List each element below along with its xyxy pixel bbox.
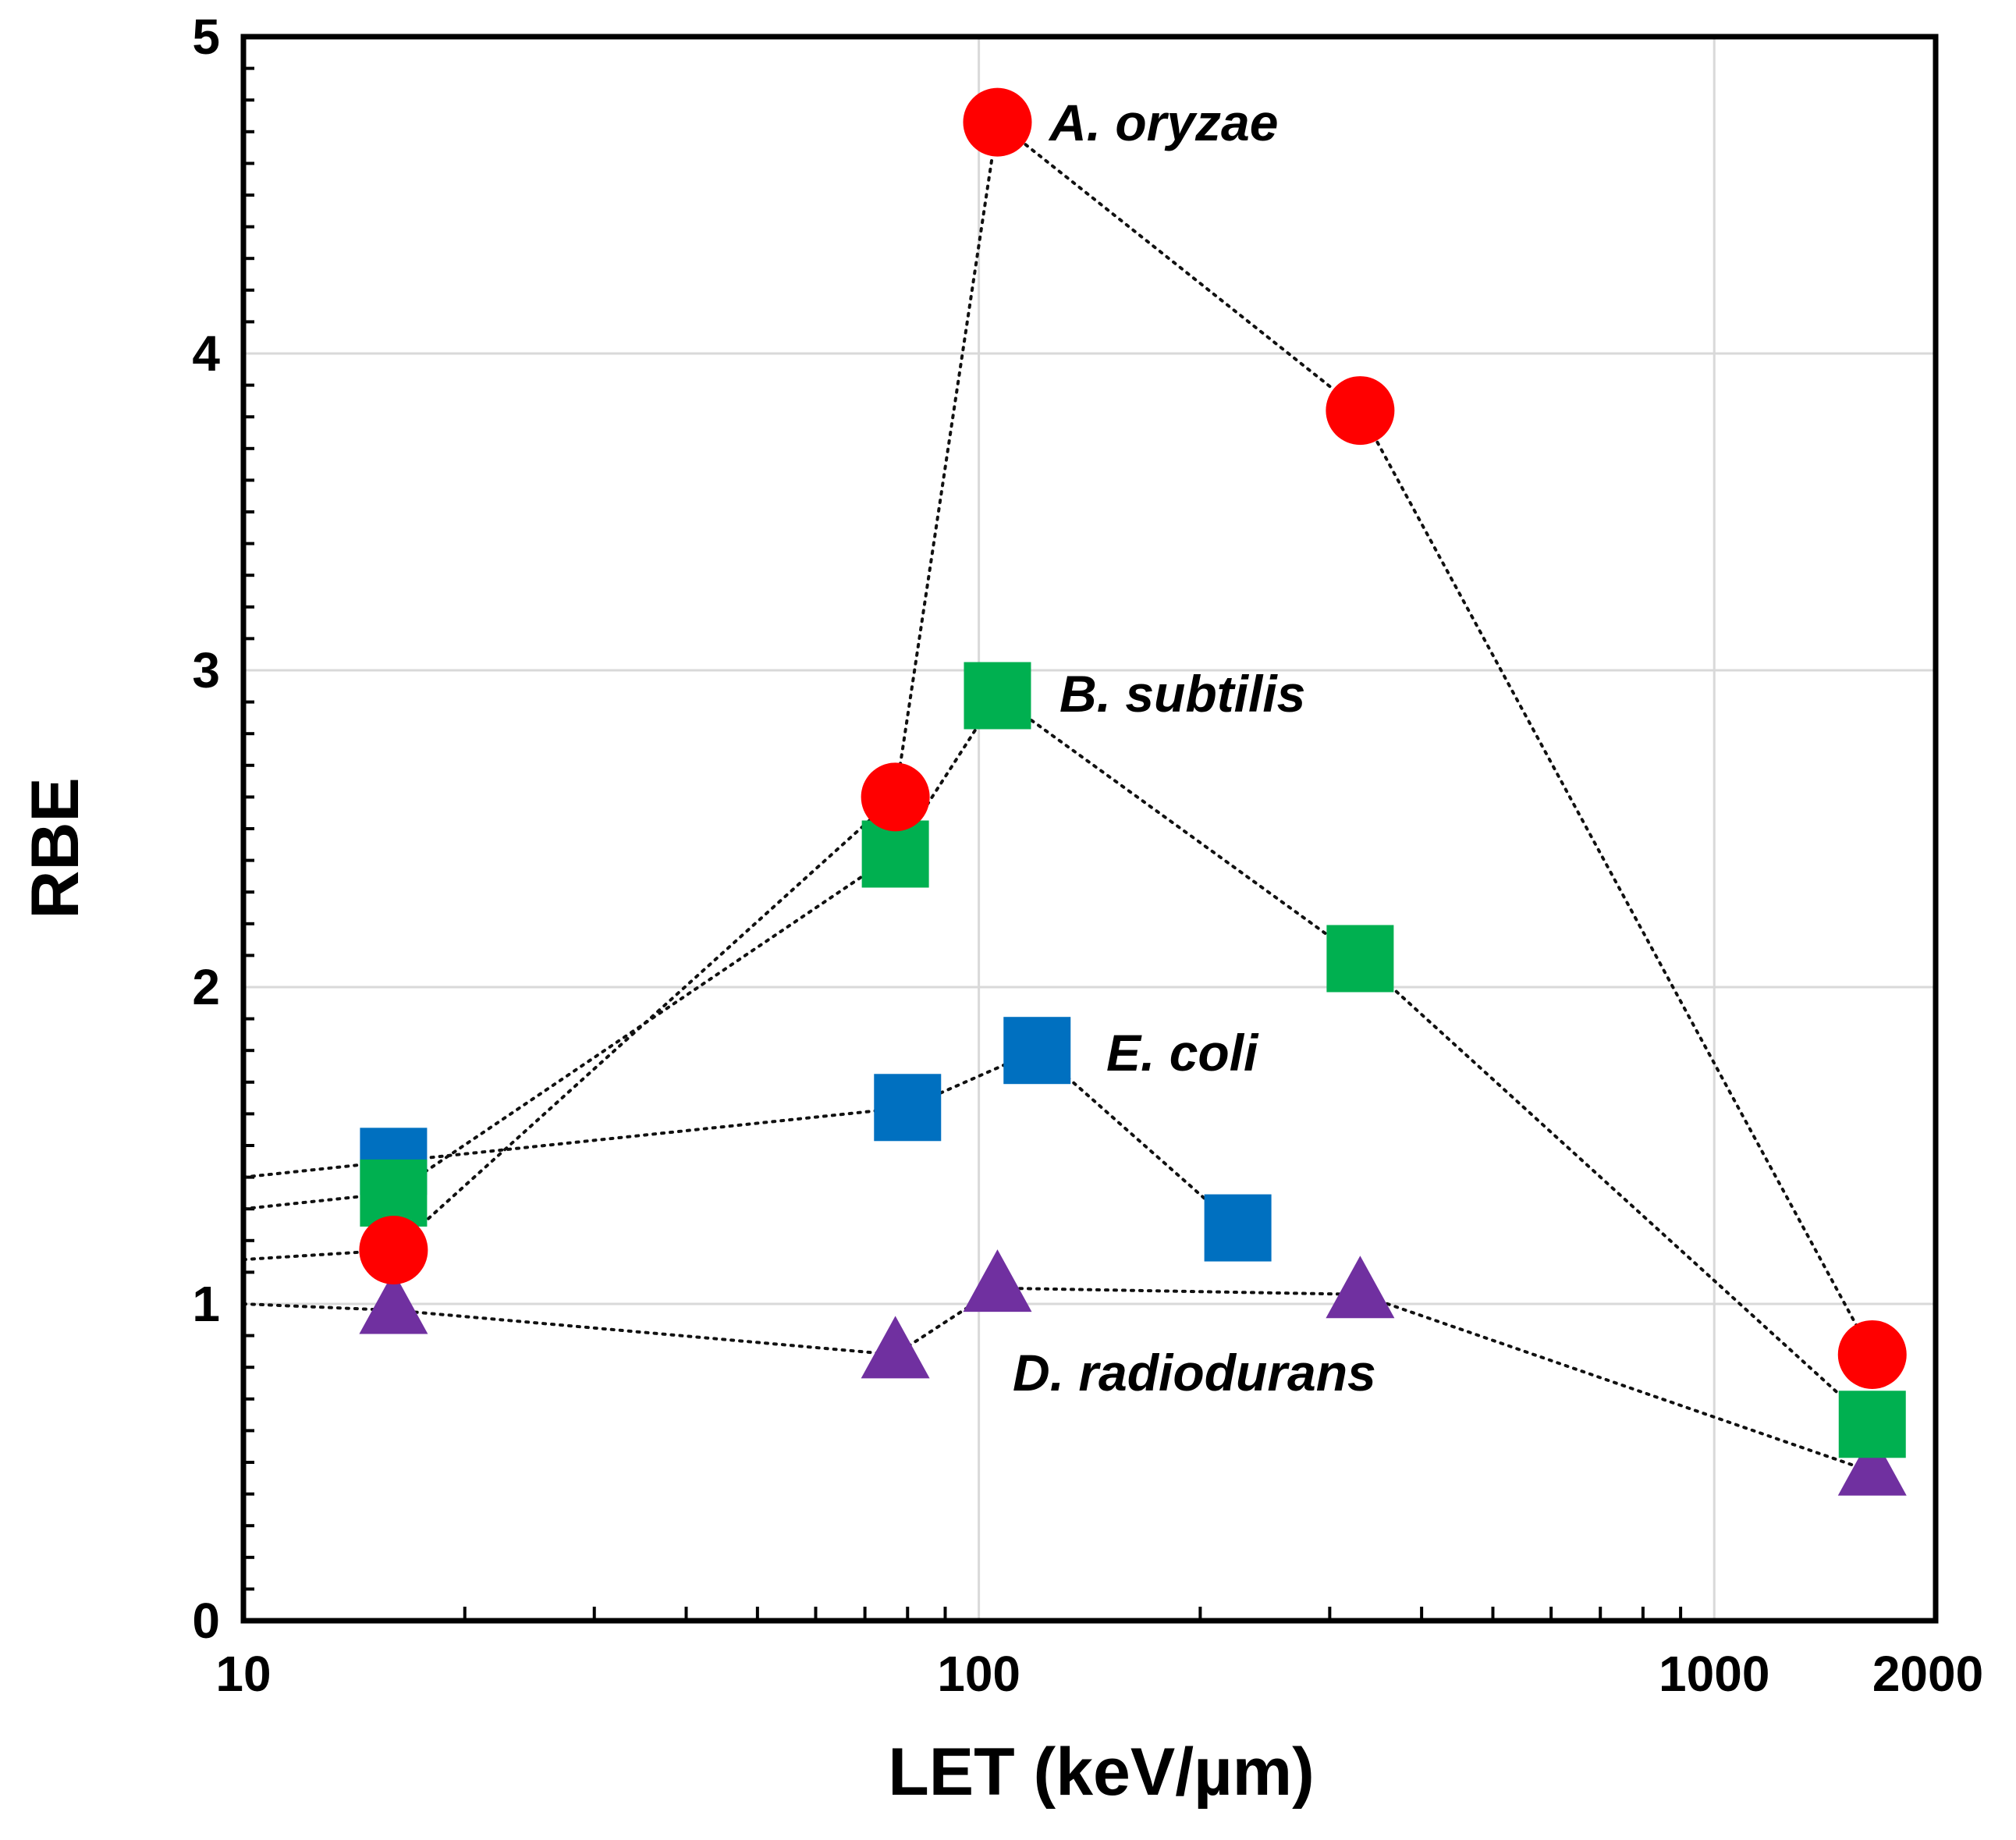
y-tick-label: 5 bbox=[192, 9, 220, 65]
y-tick-label: 2 bbox=[192, 959, 220, 1015]
square-marker bbox=[1003, 1017, 1071, 1085]
circle-marker bbox=[359, 1215, 428, 1284]
y-axis-title: RBE bbox=[18, 777, 93, 919]
series-line-0 bbox=[242, 119, 1874, 1356]
square-marker bbox=[1204, 1194, 1272, 1262]
minor-ticks bbox=[243, 66, 1683, 1621]
series-line-1 bbox=[242, 693, 1874, 1426]
grid bbox=[243, 37, 1936, 1621]
square-marker bbox=[874, 1074, 942, 1142]
series-label-b-subtilis: B. subtilis bbox=[1059, 665, 1305, 723]
triangle-marker bbox=[861, 1316, 930, 1379]
triangle-marker bbox=[963, 1249, 1032, 1313]
series-label-e-coli: E. coli bbox=[1106, 1024, 1259, 1082]
series-label-a-oryzae: A. oryzae bbox=[1048, 94, 1278, 151]
y-tick-label: 3 bbox=[192, 642, 220, 698]
x-tick-label: 100 bbox=[937, 1646, 1020, 1702]
y-tick-labels: 0 1 2 3 4 5 bbox=[192, 9, 220, 1649]
triangle-marker bbox=[1326, 1256, 1395, 1319]
y-tick-label: 0 bbox=[192, 1593, 220, 1649]
square-marker bbox=[1326, 925, 1394, 993]
triangle-marker bbox=[1837, 1433, 1907, 1496]
square-marker bbox=[964, 662, 1031, 730]
x-tick-label: 2000 bbox=[1872, 1646, 1983, 1702]
circle-marker bbox=[1326, 376, 1395, 446]
plot-frame bbox=[240, 34, 1939, 1624]
square-marker bbox=[360, 1159, 428, 1227]
x-axis-title: LET (keV/µm) bbox=[888, 1735, 1315, 1810]
y-tick-label: 4 bbox=[192, 325, 220, 382]
series-line-3 bbox=[242, 1286, 1874, 1474]
series-lines bbox=[242, 119, 1874, 1474]
circle-marker bbox=[1837, 1320, 1907, 1389]
x-tick-labels: 10 100 1000 2000 bbox=[215, 1646, 1983, 1702]
square-marker bbox=[1838, 1391, 1906, 1458]
square-marker bbox=[861, 820, 929, 888]
triangle-marker bbox=[359, 1271, 428, 1334]
y-tick-label: 1 bbox=[192, 1276, 220, 1332]
x-tick-label: 1000 bbox=[1659, 1646, 1769, 1702]
circle-marker bbox=[963, 87, 1032, 157]
x-tick-label: 10 bbox=[215, 1646, 271, 1702]
series-label-d-radiodurans: D. radiodurans bbox=[1013, 1344, 1376, 1401]
data-markers bbox=[359, 87, 1907, 1496]
circle-marker bbox=[861, 762, 930, 832]
